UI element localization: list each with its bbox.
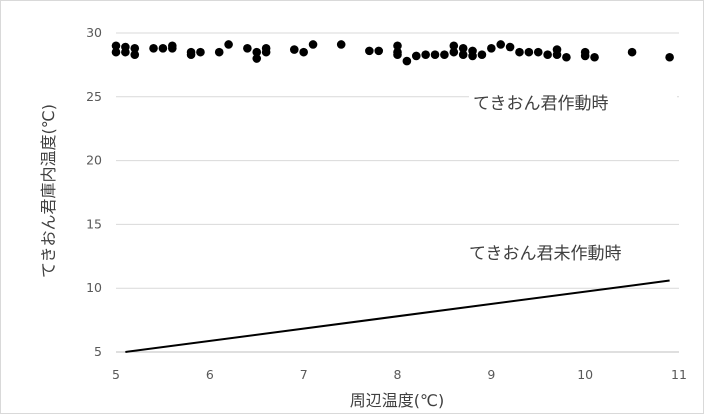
series-inactive — [125, 279, 670, 353]
data-point — [121, 47, 130, 57]
data-point — [440, 50, 449, 59]
data-point — [562, 52, 571, 62]
data-point — [543, 50, 552, 59]
data-point — [402, 56, 412, 66]
data-point — [552, 50, 562, 59]
data-point — [111, 41, 121, 51]
data-point — [214, 47, 224, 57]
data-point — [449, 47, 459, 57]
data-point — [496, 40, 506, 49]
y-tick-label: 10 — [86, 280, 102, 295]
y-tick-label: 5 — [94, 344, 102, 359]
x-tick-label: 5 — [112, 367, 120, 382]
series-active — [111, 40, 674, 66]
data-point — [261, 47, 271, 57]
data-point — [299, 47, 308, 57]
x-tick-label: 7 — [300, 367, 308, 382]
data-point — [524, 47, 534, 57]
data-point — [590, 52, 599, 62]
data-point — [580, 51, 590, 61]
x-tick-label: 6 — [206, 367, 214, 382]
data-point — [458, 44, 468, 53]
data-point — [533, 47, 543, 57]
y-tick-label: 20 — [86, 153, 102, 168]
data-point — [421, 50, 430, 59]
data-point — [627, 47, 637, 57]
data-point — [374, 46, 384, 56]
data-point — [158, 44, 168, 53]
data-point — [336, 40, 346, 49]
gridlines — [116, 32, 679, 353]
data-point — [186, 50, 196, 59]
y-tick-label: 25 — [86, 89, 102, 104]
y-axis-title: てきおん君庫内温度(℃) — [39, 104, 58, 278]
data-point — [365, 46, 374, 56]
x-tick-label: 11 — [671, 367, 687, 382]
data-point — [130, 44, 140, 53]
annotation-inactive: てきおん君未作動時 — [469, 244, 622, 264]
x-tick-label: 8 — [394, 367, 402, 382]
data-point — [252, 47, 262, 57]
x-tick-label: 9 — [487, 367, 495, 382]
series-line-inactive — [125, 279, 670, 353]
data-point — [515, 47, 524, 57]
data-point — [393, 41, 402, 51]
data-point — [168, 44, 177, 53]
y-tick-label: 30 — [86, 25, 102, 40]
data-point — [449, 41, 459, 51]
data-point — [111, 47, 121, 57]
data-point — [487, 44, 496, 53]
annotation-active-bg — [469, 87, 677, 117]
data-point — [430, 50, 440, 59]
annotation-active: てきおん君作動時 — [473, 94, 609, 114]
data-point — [196, 47, 205, 57]
x-tick-labels: 5 6 7 8 9 10 11 — [112, 367, 687, 382]
data-point — [130, 50, 140, 59]
data-point — [252, 54, 262, 63]
data-point — [477, 50, 487, 59]
y-tick-labels: 5 10 15 20 25 30 — [86, 25, 102, 359]
y-tick-label: 15 — [86, 216, 102, 231]
data-point — [458, 50, 468, 59]
data-point — [308, 40, 318, 49]
x-tick-label: 10 — [577, 367, 593, 382]
x-axis-title: 周辺温度(℃) — [350, 391, 444, 410]
data-point — [665, 52, 674, 62]
data-point — [505, 42, 515, 52]
data-point — [468, 51, 477, 61]
data-point — [243, 44, 252, 53]
data-point — [411, 51, 421, 61]
data-point — [224, 40, 233, 49]
data-point — [149, 44, 158, 53]
data-point — [393, 50, 402, 59]
data-point — [289, 45, 299, 54]
